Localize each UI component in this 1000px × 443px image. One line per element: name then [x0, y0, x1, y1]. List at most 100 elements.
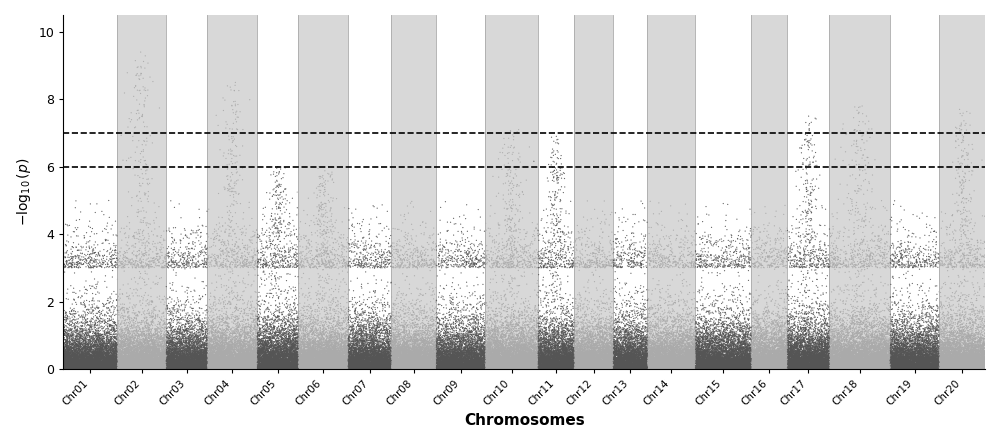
- Point: [309, 359, 325, 366]
- Point: [79, 364, 95, 371]
- Point: [588, 360, 604, 367]
- Point: [65, 357, 81, 364]
- Point: [724, 288, 740, 295]
- Point: [699, 353, 715, 360]
- Point: [413, 361, 429, 368]
- Point: [103, 357, 119, 364]
- Point: [527, 363, 543, 370]
- Point: [940, 344, 956, 351]
- Point: [478, 256, 494, 263]
- Point: [395, 358, 411, 365]
- Point: [101, 358, 117, 365]
- Point: [133, 350, 149, 357]
- Point: [573, 346, 589, 353]
- Point: [445, 342, 461, 349]
- Point: [804, 365, 820, 372]
- Point: [160, 337, 176, 344]
- Point: [377, 355, 393, 362]
- Point: [798, 349, 814, 356]
- Point: [975, 346, 991, 353]
- Point: [337, 346, 353, 353]
- Point: [870, 354, 886, 361]
- Point: [57, 360, 73, 367]
- Point: [408, 340, 424, 347]
- Point: [250, 352, 266, 359]
- Point: [810, 364, 826, 371]
- Point: [187, 346, 203, 354]
- Point: [839, 364, 855, 371]
- Point: [274, 364, 290, 371]
- Point: [496, 349, 512, 356]
- Point: [686, 336, 702, 343]
- Point: [726, 363, 742, 370]
- Point: [399, 360, 415, 367]
- Point: [273, 361, 289, 368]
- Point: [62, 361, 78, 368]
- Point: [529, 353, 545, 360]
- Point: [860, 355, 876, 362]
- Point: [370, 342, 386, 349]
- Point: [217, 364, 233, 371]
- Point: [84, 353, 100, 360]
- Point: [430, 327, 446, 334]
- Point: [851, 348, 867, 355]
- Point: [509, 343, 525, 350]
- Point: [604, 365, 620, 372]
- Point: [185, 358, 201, 365]
- Point: [112, 355, 128, 362]
- Point: [963, 354, 979, 361]
- Point: [737, 358, 753, 365]
- Point: [749, 320, 765, 327]
- Point: [62, 354, 78, 361]
- Point: [281, 335, 297, 342]
- Point: [673, 347, 689, 354]
- Point: [335, 339, 351, 346]
- Point: [140, 365, 156, 372]
- Point: [582, 356, 598, 363]
- Point: [429, 361, 445, 369]
- Point: [590, 320, 606, 327]
- Point: [480, 361, 496, 369]
- Point: [626, 360, 642, 367]
- Point: [432, 340, 448, 347]
- Point: [424, 350, 440, 357]
- Point: [587, 365, 603, 373]
- Point: [526, 354, 542, 361]
- Point: [211, 272, 227, 280]
- Point: [261, 345, 277, 352]
- Point: [607, 352, 623, 359]
- Point: [932, 351, 948, 358]
- Point: [400, 365, 416, 372]
- Point: [936, 356, 952, 363]
- Point: [408, 352, 424, 359]
- Point: [641, 359, 657, 366]
- Point: [139, 319, 155, 326]
- Point: [748, 363, 764, 370]
- Point: [749, 346, 765, 354]
- Point: [727, 284, 743, 291]
- Point: [818, 365, 834, 372]
- Point: [77, 347, 93, 354]
- Point: [961, 354, 977, 361]
- Point: [369, 365, 385, 372]
- Point: [724, 348, 740, 355]
- Point: [139, 314, 155, 321]
- Point: [604, 310, 620, 317]
- Point: [590, 359, 606, 366]
- Point: [80, 363, 96, 370]
- Point: [498, 354, 514, 361]
- Point: [574, 361, 590, 369]
- Point: [466, 362, 482, 369]
- Point: [780, 320, 796, 327]
- Point: [437, 317, 453, 324]
- Point: [742, 364, 758, 371]
- Point: [724, 341, 740, 348]
- Point: [125, 361, 141, 369]
- Point: [173, 352, 189, 359]
- Point: [672, 337, 688, 344]
- Point: [893, 365, 909, 373]
- Point: [84, 362, 100, 369]
- Point: [768, 356, 784, 363]
- Point: [612, 352, 628, 359]
- Point: [318, 358, 334, 365]
